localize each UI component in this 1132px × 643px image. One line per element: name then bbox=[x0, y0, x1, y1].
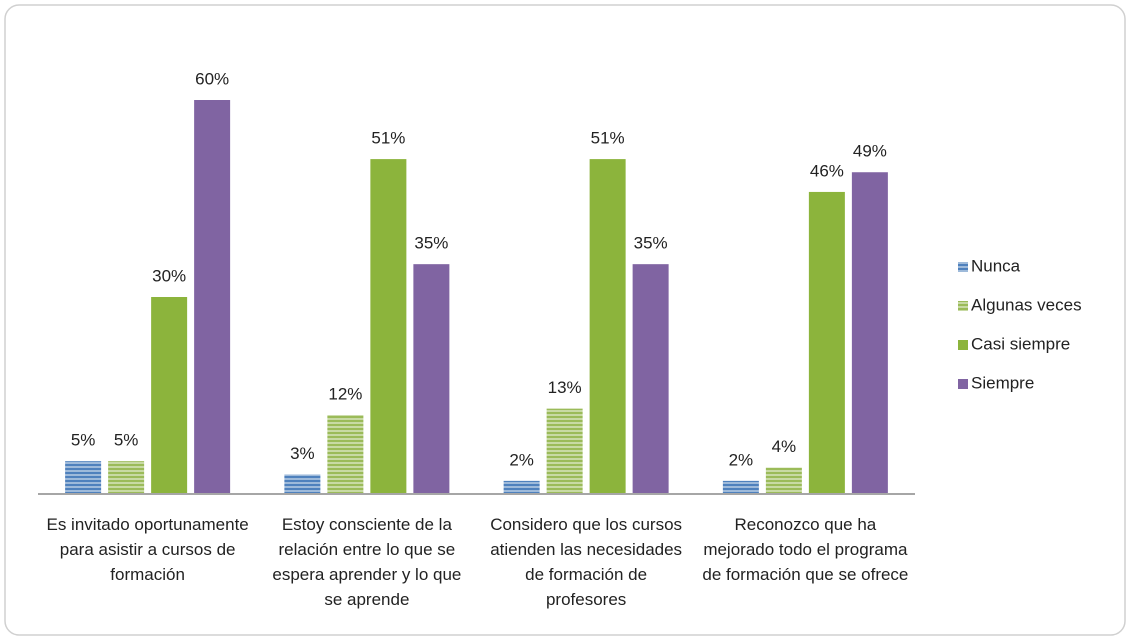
bar bbox=[632, 264, 669, 494]
bar bbox=[151, 297, 188, 494]
data-label: 5% bbox=[114, 431, 139, 450]
bar bbox=[808, 191, 845, 494]
data-label: 46% bbox=[810, 161, 844, 180]
legend-swatch bbox=[958, 379, 968, 389]
data-label: 5% bbox=[71, 431, 96, 450]
data-label: 30% bbox=[152, 266, 186, 285]
legend-label: Nunca bbox=[971, 256, 1021, 275]
legend-label: Siempre bbox=[971, 373, 1034, 392]
bar bbox=[722, 480, 759, 494]
data-label: 4% bbox=[772, 437, 797, 456]
bar bbox=[589, 159, 626, 494]
data-label: 12% bbox=[328, 385, 362, 404]
data-label: 35% bbox=[414, 234, 448, 253]
bar bbox=[546, 408, 583, 494]
bar bbox=[108, 461, 145, 494]
bar bbox=[194, 100, 231, 494]
data-label: 60% bbox=[195, 69, 229, 88]
legend-swatch bbox=[958, 301, 968, 311]
legend-label: Algunas veces bbox=[971, 295, 1082, 314]
data-label: 35% bbox=[634, 234, 668, 253]
bar bbox=[503, 480, 540, 494]
bar bbox=[65, 461, 102, 494]
bar bbox=[327, 415, 364, 494]
bar bbox=[413, 264, 450, 494]
data-label: 3% bbox=[290, 444, 315, 463]
bar bbox=[765, 467, 802, 494]
data-label: 51% bbox=[371, 129, 405, 148]
legend-swatch bbox=[958, 340, 968, 350]
x-tick-label: Es invitado oportunamente para asistir a… bbox=[46, 515, 249, 584]
data-label: 13% bbox=[548, 378, 582, 397]
data-label: 49% bbox=[853, 142, 887, 161]
legend-label: Casi siempre bbox=[971, 334, 1070, 353]
bar bbox=[370, 159, 407, 494]
data-label: 2% bbox=[729, 450, 754, 469]
bar bbox=[851, 172, 888, 494]
bar bbox=[284, 474, 321, 494]
legend-swatch bbox=[958, 262, 968, 272]
x-tick-label: Reconozco que ha mejorado todo el progra… bbox=[702, 515, 909, 584]
x-tick-label: Considero que los cursos atienden las ne… bbox=[490, 515, 683, 609]
data-label: 51% bbox=[591, 129, 625, 148]
data-label: 2% bbox=[509, 450, 534, 469]
x-tick-label: Estoy consciente de la relación entre lo… bbox=[272, 515, 462, 609]
